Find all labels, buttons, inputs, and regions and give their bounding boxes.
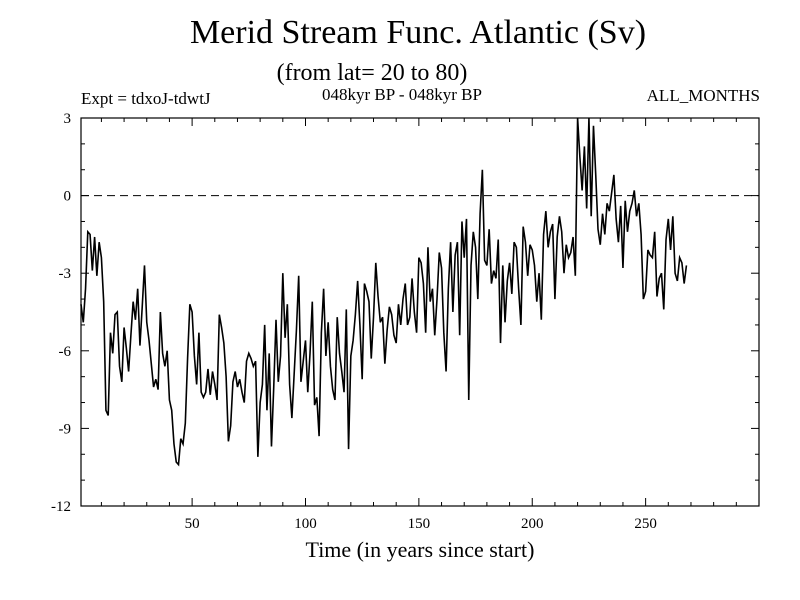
y-tick-label: -6 (59, 344, 72, 360)
x-tick-label: 150 (408, 516, 431, 532)
chart-title: Merid Stream Func. Atlantic (Sv) (189, 14, 647, 51)
chart-subtitle: (from lat= 20 to 80) (276, 60, 468, 86)
experiment-label: Expt = tdxoJ-tdwtJ (81, 89, 211, 108)
y-tick-label: -9 (59, 421, 72, 437)
x-axis-label: Time (in years since start) (305, 537, 535, 562)
months-label: ALL_MONTHS (646, 86, 760, 105)
y-tick-label: -12 (51, 499, 71, 515)
series-line (80, 117, 688, 467)
y-tick-label: 3 (64, 111, 72, 127)
y-tick-label: -3 (59, 266, 72, 282)
plot-frame (80, 117, 760, 507)
x-tick-label: 200 (521, 516, 544, 532)
period-label: 048kyr BP - 048kyr BP (322, 85, 482, 104)
series-layer (80, 117, 688, 467)
axes: 3 0 -3 -6 -9 -12 50 100 150 200 250 (51, 111, 759, 532)
x-tick-label: 50 (185, 516, 200, 532)
x-tick-label: 250 (634, 516, 657, 532)
x-tick-label: 100 (294, 516, 317, 532)
y-tick-label: 0 (64, 189, 72, 205)
